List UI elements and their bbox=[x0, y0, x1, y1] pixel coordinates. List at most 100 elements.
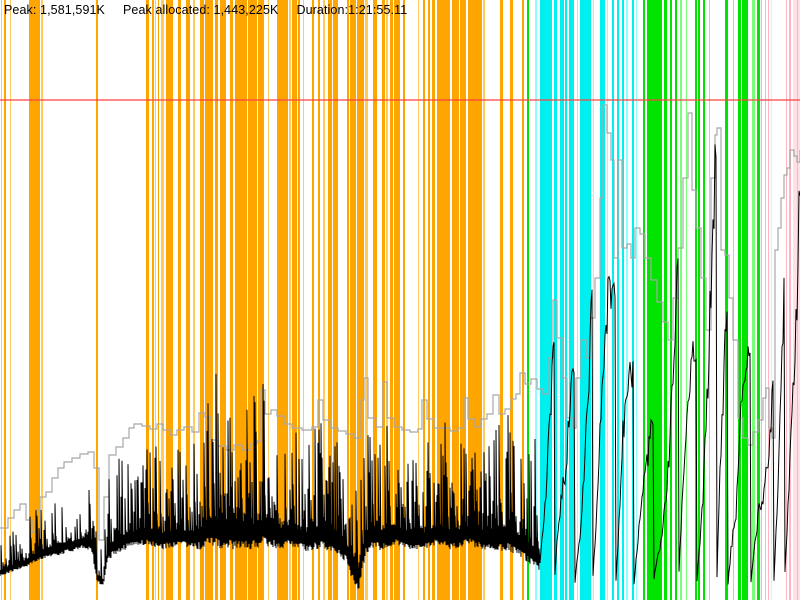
duration-stat: Duration:1:21:55.11 bbox=[296, 3, 408, 17]
event-bar-cyan bbox=[580, 0, 591, 600]
event-bar-pink bbox=[786, 0, 787, 600]
event-bar-cyan bbox=[600, 0, 605, 600]
event-bar-orange bbox=[452, 0, 459, 600]
event-bar-orange bbox=[522, 0, 524, 600]
event-bar-green bbox=[725, 0, 728, 600]
event-bar-orange bbox=[328, 0, 332, 600]
event-bar-orange bbox=[166, 0, 173, 600]
event-bar-orange bbox=[146, 0, 149, 600]
event-bar-orange bbox=[230, 0, 233, 600]
event-bar-orange bbox=[468, 0, 478, 600]
event-bar-orange bbox=[205, 0, 213, 600]
event-bar-green bbox=[703, 0, 705, 600]
event-bar-orange bbox=[350, 0, 356, 600]
in-use-line bbox=[0, 144, 800, 589]
event-bar-green bbox=[647, 0, 662, 600]
event-bar-green bbox=[686, 0, 687, 600]
event-bar-orange bbox=[510, 0, 513, 600]
event-bar-cyan bbox=[565, 0, 567, 600]
event-bar-orange bbox=[460, 0, 466, 600]
event-bar-pink bbox=[789, 0, 791, 600]
event-bar-cyan bbox=[632, 0, 634, 600]
event-bar-orange bbox=[289, 0, 291, 600]
event-bar-orange bbox=[500, 0, 503, 600]
event-bar-orange bbox=[365, 0, 368, 600]
event-bar-cyan bbox=[569, 0, 574, 600]
event-bar-green bbox=[738, 0, 741, 600]
peak-allocated-stat: Peak allocated: 1,443,225K bbox=[122, 3, 279, 17]
event-bar-orange bbox=[277, 0, 288, 600]
event-bar-orange bbox=[478, 0, 482, 600]
event-bar-cyan bbox=[560, 0, 564, 600]
event-bar-orange bbox=[386, 0, 388, 600]
event-bar-cyan bbox=[535, 0, 537, 600]
stats-header: Peak: 1,581,591K Peak allocated: 1,443,22… bbox=[4, 3, 425, 17]
event-bar-cyan bbox=[626, 0, 628, 600]
event-bar-green bbox=[643, 0, 645, 600]
event-bar-cyan bbox=[622, 0, 624, 600]
event-bar-orange bbox=[161, 0, 164, 600]
event-bar-green bbox=[752, 0, 755, 600]
event-bar-orange bbox=[423, 0, 425, 600]
event-bar-orange bbox=[152, 0, 154, 600]
event-bar-orange bbox=[220, 0, 226, 600]
event-bar-orange bbox=[303, 0, 304, 600]
event-bar-orange bbox=[382, 0, 385, 600]
event-bar-orange bbox=[298, 0, 300, 600]
event-bar-pink bbox=[768, 0, 769, 600]
event-bar-green bbox=[761, 0, 762, 600]
event-bar-green bbox=[757, 0, 760, 600]
event-bar-orange bbox=[193, 0, 195, 600]
event-bar-orange bbox=[373, 0, 377, 600]
event-bar-pink bbox=[771, 0, 772, 600]
event-bar-orange bbox=[178, 0, 181, 600]
event-bar-orange bbox=[268, 0, 269, 600]
event-bar-orange bbox=[432, 0, 435, 600]
event-bar-orange bbox=[403, 0, 405, 600]
event-bar-orange bbox=[258, 0, 264, 600]
event-bar-cyan bbox=[617, 0, 619, 600]
event-bar-orange bbox=[155, 0, 156, 600]
event-bar-pink bbox=[793, 0, 800, 600]
event-bar-cyan bbox=[577, 0, 578, 600]
event-bar-orange bbox=[394, 0, 400, 600]
event-bar-orange bbox=[347, 0, 349, 600]
event-bar-orange bbox=[186, 0, 190, 600]
event-bar-green bbox=[698, 0, 700, 600]
event-bar-orange bbox=[357, 0, 364, 600]
event-bar-cyan bbox=[593, 0, 594, 600]
allocated-line bbox=[0, 104, 800, 541]
event-bar-orange bbox=[158, 0, 159, 600]
event-bar-green bbox=[742, 0, 748, 600]
event-bar-orange bbox=[483, 0, 485, 600]
event-bar-cyan bbox=[612, 0, 614, 600]
event-bar-green bbox=[680, 0, 682, 600]
peak-stat: Peak: 1,581,591K bbox=[4, 3, 105, 17]
event-bar-orange bbox=[437, 0, 450, 600]
event-bar-orange bbox=[323, 0, 325, 600]
event-bar-orange bbox=[312, 0, 314, 600]
event-bar-orange bbox=[318, 0, 320, 600]
event-bar-orange bbox=[10, 0, 11, 600]
event-bar-green bbox=[695, 0, 697, 600]
event-bar-orange bbox=[428, 0, 430, 600]
event-bar-cyan bbox=[540, 0, 552, 600]
event-bar-green bbox=[664, 0, 667, 600]
event-bar-green bbox=[527, 0, 529, 600]
event-bar-pink bbox=[765, 0, 766, 600]
event-bar-orange bbox=[29, 0, 40, 600]
event-bar-cyan bbox=[636, 0, 637, 600]
event-bar-orange bbox=[41, 0, 43, 600]
event-bar-orange bbox=[248, 0, 257, 600]
event-bar-orange bbox=[333, 0, 338, 600]
event-bar-orange bbox=[390, 0, 393, 600]
event-bar-green bbox=[670, 0, 672, 600]
event-bar-orange bbox=[292, 0, 297, 600]
event-bar-orange bbox=[96, 0, 98, 600]
event-bar-orange bbox=[418, 0, 419, 600]
event-bar-orange bbox=[215, 0, 218, 600]
event-bar-orange bbox=[1, 0, 2, 600]
event-bar-orange bbox=[4, 0, 6, 600]
